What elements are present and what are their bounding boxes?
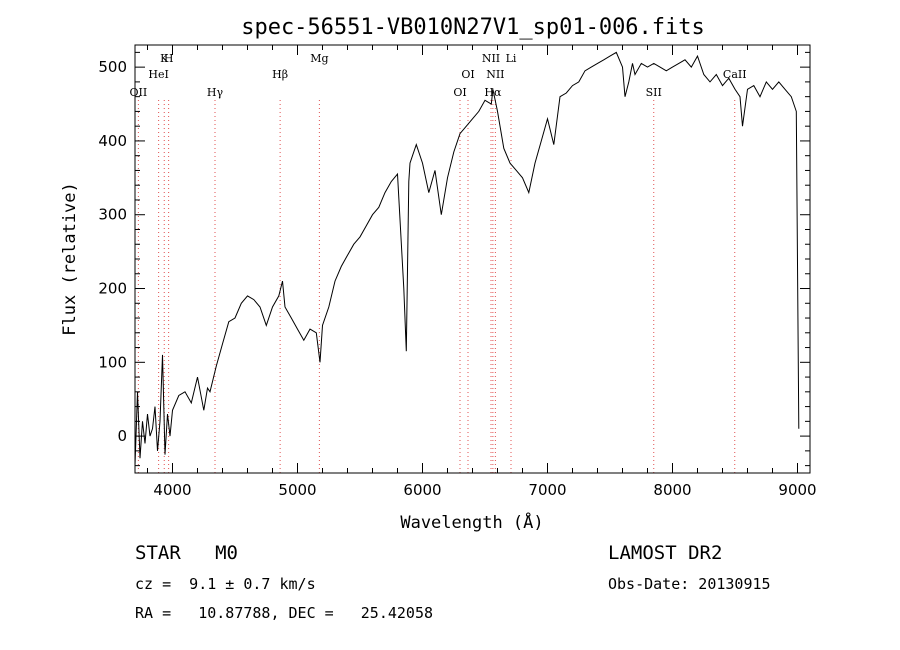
x-axis-label: Wavelength (Å)	[400, 511, 543, 533]
subclass-label: M0	[215, 542, 238, 564]
y-tick-label: 300	[98, 206, 127, 224]
y-tick-label: 500	[98, 58, 127, 76]
y-tick-label: 0	[117, 427, 127, 445]
marker-label: K	[160, 52, 169, 65]
x-tick-label: 6000	[403, 481, 441, 499]
coordinates-label: RA = 10.87788, DEC = 25.42058	[135, 604, 434, 622]
marker-label: OI	[461, 68, 474, 81]
marker-label: HeI	[148, 68, 168, 81]
obs-date-label: Obs-Date: 20130915	[608, 575, 771, 593]
y-tick-label: 100	[98, 353, 127, 371]
marker-label: Mg	[310, 52, 328, 65]
marker-label: Li	[506, 52, 517, 65]
y-axis-label: Flux (relative)	[60, 182, 80, 336]
marker-label: OII	[130, 86, 148, 99]
redshift-label: cz = 9.1 ± 0.7 km/s	[135, 575, 316, 593]
object-class-label: STAR	[135, 542, 181, 564]
x-tick-label: 7000	[528, 481, 566, 499]
x-tick-label: 8000	[653, 481, 691, 499]
y-tick-label: 400	[98, 132, 127, 150]
axis-ticks: 4000 5000 6000 7000 8000 9000 0 100 200 300 400 500	[98, 45, 817, 499]
survey-label: LAMOST DR2	[608, 542, 723, 564]
marker-label: CaII	[723, 68, 747, 81]
x-tick-label: 4000	[153, 481, 191, 499]
marker-label: OI	[453, 86, 466, 99]
marker-label: Hγ	[207, 86, 224, 99]
marker-label: SII	[646, 86, 662, 99]
x-tick-label: 9000	[778, 481, 816, 499]
spectrum-line	[134, 51, 800, 466]
chart-title: spec-56551-VB010N27V1_sp01-006.fits	[241, 15, 705, 40]
x-tick-label: 5000	[278, 481, 316, 499]
plot-frame	[134, 44, 811, 474]
marker-label: H	[164, 52, 174, 65]
y-tick-label: 200	[98, 280, 127, 298]
marker-label: NII	[482, 52, 500, 65]
marker-label: Hβ	[272, 68, 288, 81]
object-class: STAR M0	[135, 542, 238, 564]
marker-label: NII	[486, 68, 504, 81]
